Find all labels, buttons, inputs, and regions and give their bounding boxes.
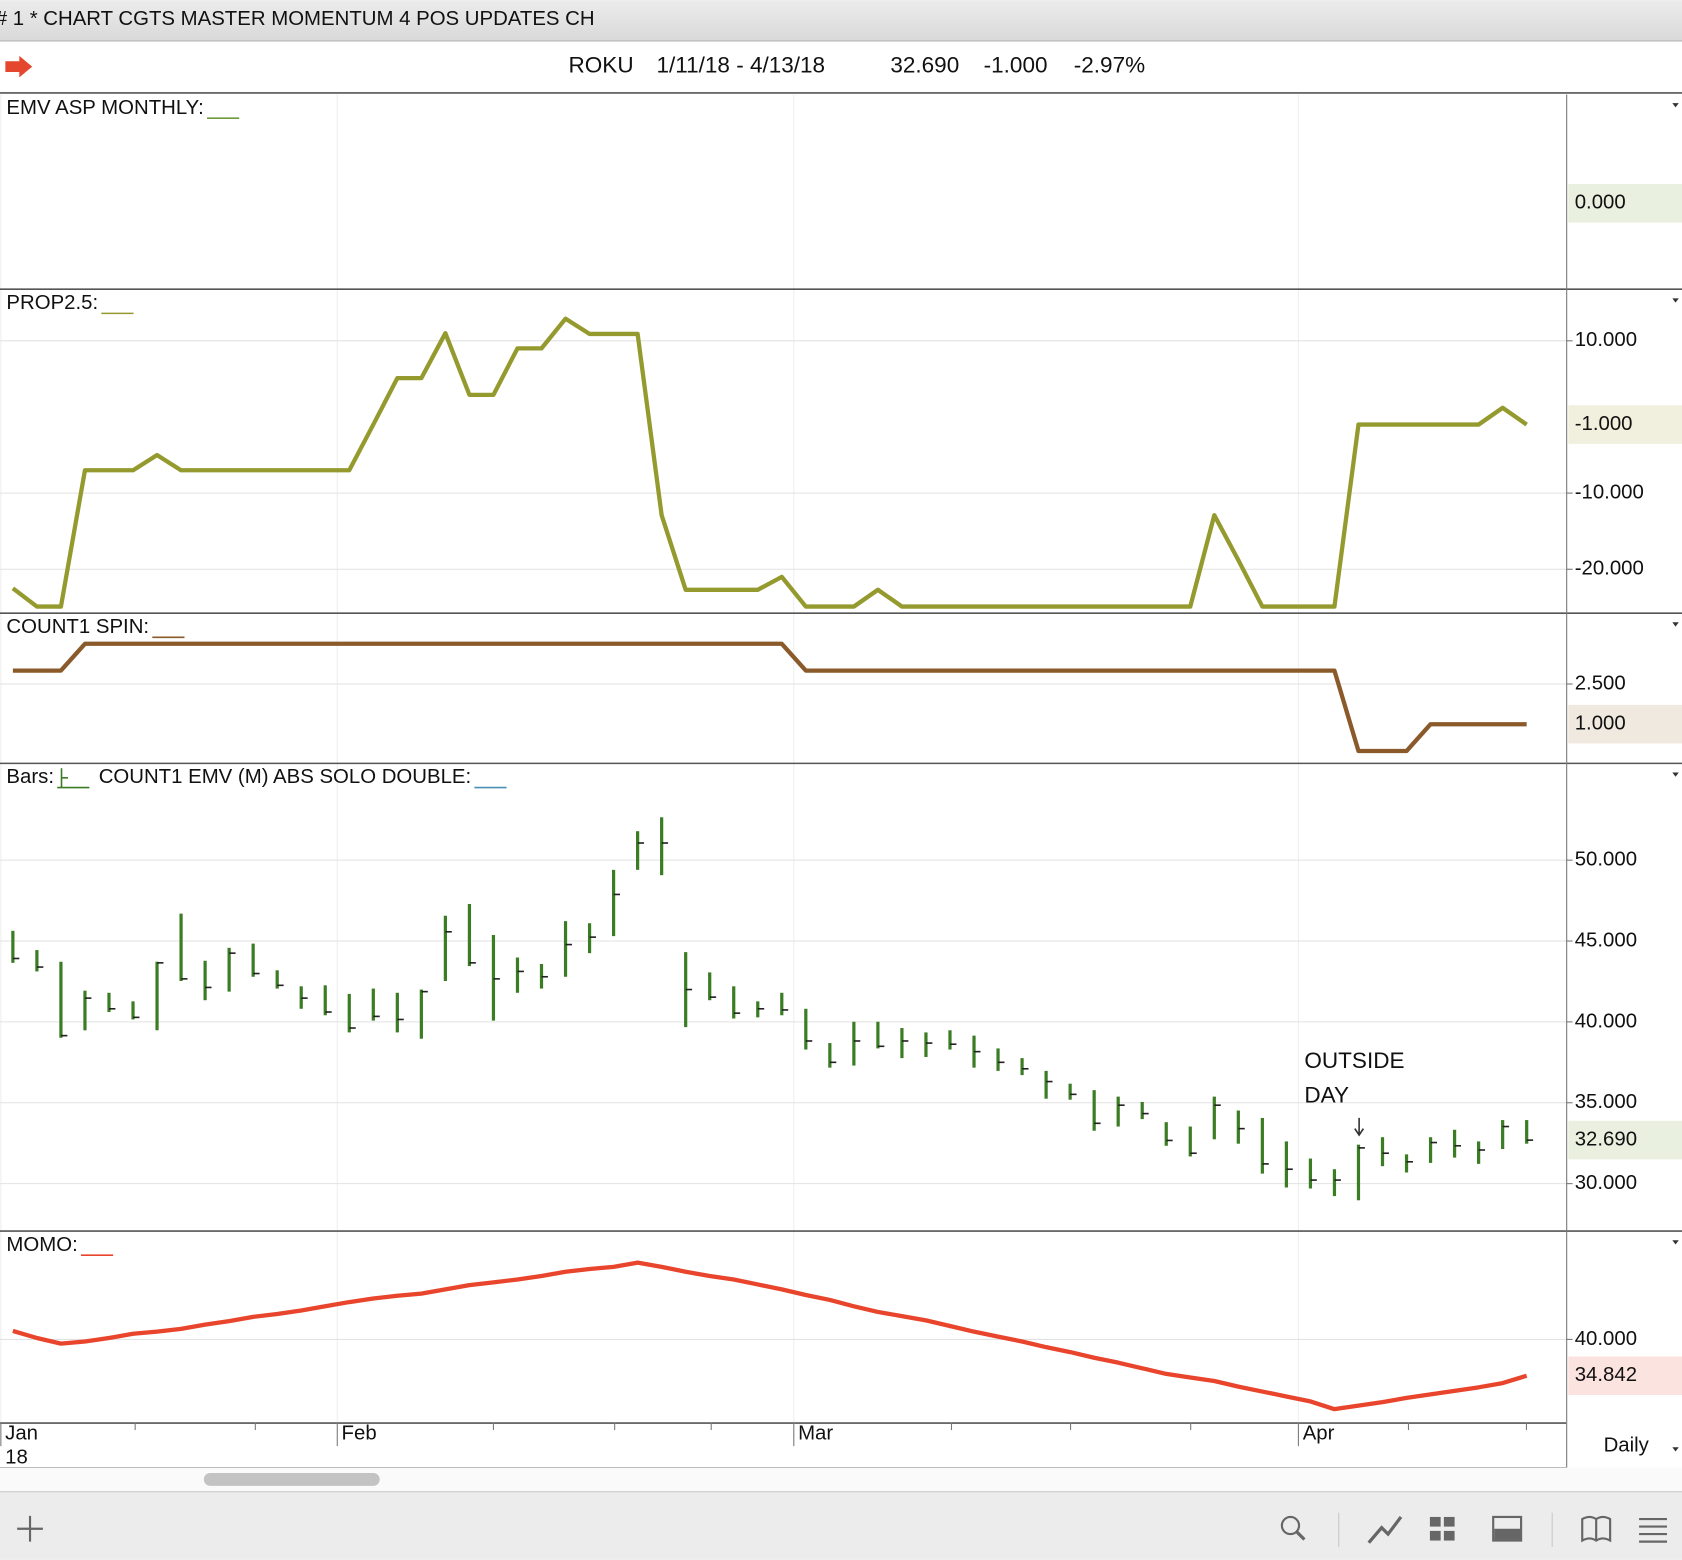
- x-tick-label: Apr: [1303, 1423, 1335, 1445]
- grid-icon-cell: [1443, 1516, 1455, 1527]
- last-price: 32.690: [890, 53, 959, 78]
- y-tick-label: 45.000: [1575, 929, 1637, 951]
- y-tick-label: 40.000: [1575, 1328, 1637, 1350]
- year-label: 18: [5, 1446, 28, 1468]
- annotation-arrow: [1354, 1117, 1365, 1137]
- panel-title: MOMO:: [6, 1234, 77, 1256]
- toolbar: [0, 1491, 1682, 1560]
- panel-menu[interactable]: [1672, 772, 1679, 777]
- change-pct: -2.97%: [1074, 53, 1145, 78]
- y-tick-label: 40.000: [1575, 1010, 1637, 1032]
- panels: 0.000 EMV ASP MONTHLY: 10.000 -10.000 -20.00…: [0, 94, 1682, 1468]
- panel-title: Bars:: [6, 766, 54, 788]
- window-title: # 1 * CHART CGTS MASTER MOMENTUM 4 POS U…: [0, 8, 595, 30]
- annotation: OUTSIDE: [1304, 1048, 1404, 1073]
- arrow-icon[interactable]: [5, 55, 33, 78]
- last-value-flag: [1568, 704, 1682, 744]
- chart-icon[interactable]: [1367, 1515, 1403, 1544]
- last-value-label: -1.000: [1575, 413, 1633, 435]
- y-tick-label: 30.000: [1575, 1172, 1637, 1194]
- grid-icon[interactable]: [1429, 1516, 1441, 1527]
- last-value-flag: [1568, 405, 1682, 444]
- x-tick-label: Feb: [342, 1423, 377, 1445]
- indicator-line: [12, 1260, 1528, 1412]
- search-icon[interactable]: [1280, 1515, 1301, 1536]
- panel-menu[interactable]: [1672, 1240, 1679, 1245]
- last-value-label: 32.690: [1575, 1129, 1637, 1151]
- last-value-label: 0.000: [1575, 192, 1626, 214]
- search-handle: [1295, 1530, 1306, 1541]
- panel-menu[interactable]: [1672, 622, 1679, 627]
- menu-icon[interactable]: [1639, 1518, 1667, 1543]
- panel-menu[interactable]: [1672, 103, 1679, 108]
- y-tick-label: 35.000: [1575, 1091, 1637, 1113]
- y-tick-label: 10.000: [1575, 329, 1637, 351]
- dropdown-icon[interactable]: [1672, 1447, 1679, 1452]
- bar-style-icon: [60, 768, 68, 788]
- grid-icon-cell: [1443, 1530, 1455, 1541]
- last-value-flag: [1568, 183, 1682, 223]
- period-label[interactable]: Daily: [1604, 1435, 1650, 1457]
- panel-menu[interactable]: [1672, 298, 1679, 303]
- last-value-flag: [1568, 1120, 1682, 1160]
- indicator-line: [11, 316, 1528, 609]
- panel-title: PROP2.5:: [6, 292, 98, 314]
- x-tick-label: Mar: [798, 1423, 833, 1445]
- y-tick-label: -10.000: [1575, 481, 1644, 503]
- change: -1.000: [984, 53, 1048, 78]
- scrollbar-track: [0, 1467, 1682, 1492]
- y-tick-label: 2.500: [1575, 672, 1626, 694]
- date-range: 1/11/18 - 4/13/18: [656, 53, 825, 78]
- title-bar: [0, 0, 1682, 41]
- y-tick-label: -20.000: [1575, 558, 1644, 580]
- panel-title: EMV ASP MONTHLY:: [6, 97, 203, 119]
- symbol: ROKU: [569, 53, 634, 78]
- window-icon-fill: [1494, 1528, 1521, 1540]
- book-icon[interactable]: [1581, 1515, 1612, 1543]
- x-tick-label: Jan: [5, 1423, 38, 1445]
- add-icon[interactable]: [17, 1515, 43, 1542]
- last-value-flag: [1568, 1356, 1682, 1396]
- annotation: DAY: [1304, 1082, 1349, 1107]
- indicator-line: [12, 641, 1527, 754]
- scrollbar-thumb[interactable]: [203, 1472, 380, 1486]
- grid-icon-cell: [1429, 1530, 1441, 1541]
- panel-subtitle: COUNT1 EMV (M) ABS SOLO DOUBLE:: [99, 766, 471, 788]
- panel-title: COUNT1 SPIN:: [6, 616, 149, 638]
- last-value-label: 1.000: [1575, 713, 1626, 735]
- y-tick-label: 50.000: [1575, 849, 1637, 871]
- window-icon[interactable]: [1492, 1515, 1523, 1542]
- last-value-label: 34.842: [1575, 1364, 1637, 1386]
